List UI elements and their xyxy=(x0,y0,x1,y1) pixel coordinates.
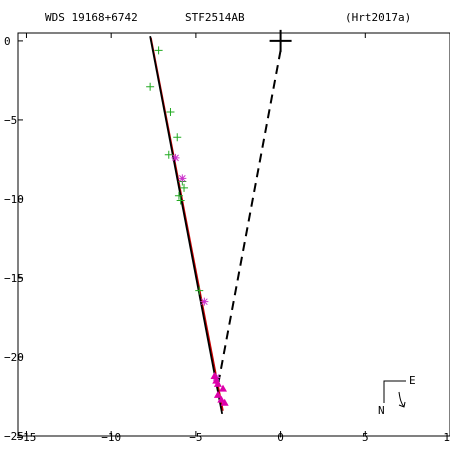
dashed-line xyxy=(216,50,282,386)
y-tick-label: −15 xyxy=(4,272,24,285)
fit-line xyxy=(149,35,224,415)
star-point xyxy=(200,297,209,306)
y-tick-label: −20 xyxy=(4,351,24,364)
x-tick-label: −15 xyxy=(17,431,37,444)
plus-point xyxy=(195,286,204,295)
y-tick-label: −25 xyxy=(4,430,24,443)
y-tick-label: −5 xyxy=(4,114,17,127)
triangle-point xyxy=(212,376,221,384)
chart-lines xyxy=(149,29,292,415)
star-point xyxy=(178,174,187,183)
plus-point xyxy=(173,133,182,142)
primary-star-marker xyxy=(269,29,292,52)
star-point xyxy=(171,153,180,162)
y-tick-label: −10 xyxy=(4,193,24,206)
axis-ticks: −15 −10 −5 0 5 10 0 −5 −10 −15 −20 −25 xyxy=(4,33,450,444)
plus-point xyxy=(180,183,189,192)
x-tick-label: −10 xyxy=(101,431,121,444)
header-left: WDS 19168+6742 xyxy=(45,11,138,24)
triangle-point xyxy=(210,371,219,379)
x-tick-label: 5 xyxy=(362,431,369,444)
x-tick-label: 0 xyxy=(277,431,284,444)
compass: E N xyxy=(378,374,416,417)
y-tick-label: 0 xyxy=(4,35,11,48)
compass-arrow-icon xyxy=(398,391,406,408)
header-right: (Hrt2017a) xyxy=(345,11,411,24)
triangle-point xyxy=(220,398,229,406)
triangle-point xyxy=(217,395,226,403)
triangle-point xyxy=(213,390,222,398)
triangle-point xyxy=(218,384,227,392)
compass-north-label: N xyxy=(378,404,385,417)
plus-point xyxy=(154,46,163,55)
compass-frame xyxy=(383,380,406,403)
plus-point xyxy=(164,150,173,159)
chart-marks xyxy=(146,46,229,406)
plus-point xyxy=(166,108,175,117)
plot-frame xyxy=(17,32,450,437)
chart-title: STF2514AB xyxy=(185,11,245,24)
plus-point xyxy=(176,196,185,205)
x-tick-label: −5 xyxy=(189,431,202,444)
plus-point xyxy=(174,191,183,200)
plus-point xyxy=(146,82,155,91)
x-tick-label: 10 xyxy=(443,431,450,444)
compass-east-label: E xyxy=(409,374,416,387)
